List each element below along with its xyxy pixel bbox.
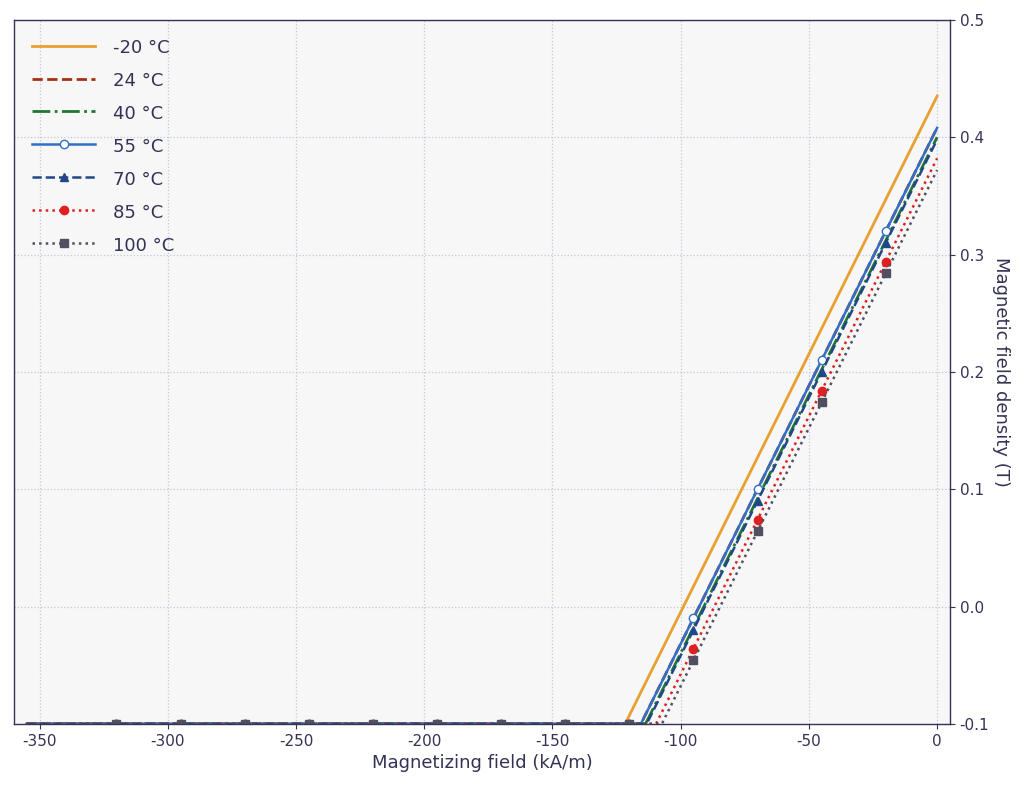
40 °C	[20, 719, 33, 729]
100 °C	[559, 719, 571, 729]
24 °C	[389, 719, 401, 729]
100 °C	[687, 656, 699, 665]
Y-axis label: Magnetic field density (T): Magnetic field density (T)	[992, 257, 1010, 487]
100 °C	[303, 719, 315, 729]
40 °C	[730, 536, 742, 545]
55 °C	[495, 719, 507, 729]
55 °C	[687, 613, 699, 623]
-20 °C	[730, 495, 742, 505]
40 °C	[931, 133, 943, 142]
85 °C	[174, 719, 186, 729]
Line: 85 °C: 85 °C	[113, 257, 890, 728]
70 °C	[880, 238, 892, 248]
55 °C	[303, 719, 315, 729]
70 °C	[174, 719, 186, 729]
100 °C	[495, 719, 507, 729]
85 °C	[367, 719, 379, 729]
100 °C	[880, 269, 892, 278]
70 °C	[815, 367, 827, 376]
70 °C	[624, 719, 636, 729]
-20 °C	[20, 719, 33, 729]
Line: 40 °C: 40 °C	[27, 138, 937, 724]
100 °C	[624, 719, 636, 729]
55 °C	[624, 719, 636, 729]
Line: 55 °C: 55 °C	[113, 227, 890, 728]
85 °C	[303, 719, 315, 729]
70 °C	[559, 719, 571, 729]
55 °C	[752, 484, 764, 494]
85 °C	[111, 719, 123, 729]
40 °C	[746, 503, 759, 512]
100 °C	[431, 719, 443, 729]
-20 °C	[422, 719, 434, 729]
100 °C	[239, 719, 251, 729]
55 °C	[431, 719, 443, 729]
70 °C	[752, 496, 764, 505]
70 °C	[239, 719, 251, 729]
70 °C	[367, 719, 379, 729]
55 °C	[815, 355, 827, 365]
-20 °C	[646, 666, 658, 675]
-20 °C	[931, 91, 943, 101]
70 °C	[111, 719, 123, 729]
-20 °C	[389, 719, 401, 729]
85 °C	[559, 719, 571, 729]
55 °C	[111, 719, 123, 729]
-20 °C	[114, 719, 126, 729]
85 °C	[239, 719, 251, 729]
85 °C	[752, 515, 764, 524]
70 °C	[687, 625, 699, 634]
70 °C	[303, 719, 315, 729]
85 °C	[624, 719, 636, 729]
Legend: -20 °C, 24 °C, 40 °C, 55 °C, 70 °C, 85 °C, 100 °C: -20 °C, 24 °C, 40 °C, 55 °C, 70 °C, 85 °…	[23, 29, 183, 263]
100 °C	[174, 719, 186, 729]
Line: 100 °C: 100 °C	[113, 269, 890, 728]
24 °C	[20, 719, 33, 729]
70 °C	[431, 719, 443, 729]
100 °C	[752, 527, 764, 536]
40 °C	[389, 719, 401, 729]
Line: 24 °C: 24 °C	[27, 128, 937, 724]
24 °C	[730, 527, 742, 536]
24 °C	[746, 494, 759, 503]
Line: 70 °C: 70 °C	[113, 239, 890, 728]
40 °C	[114, 719, 126, 729]
55 °C	[880, 226, 892, 236]
-20 °C	[746, 462, 759, 472]
100 °C	[815, 398, 827, 407]
100 °C	[111, 719, 123, 729]
X-axis label: Magnetizing field (kA/m): Magnetizing field (kA/m)	[372, 754, 592, 772]
70 °C	[495, 719, 507, 729]
55 °C	[559, 719, 571, 729]
Line: -20 °C: -20 °C	[27, 96, 937, 724]
85 °C	[815, 386, 827, 395]
24 °C	[646, 697, 658, 707]
85 °C	[431, 719, 443, 729]
100 °C	[367, 719, 379, 729]
85 °C	[687, 644, 699, 653]
85 °C	[495, 719, 507, 729]
24 °C	[422, 719, 434, 729]
40 °C	[422, 719, 434, 729]
85 °C	[880, 257, 892, 266]
40 °C	[646, 707, 658, 716]
55 °C	[174, 719, 186, 729]
55 °C	[239, 719, 251, 729]
24 °C	[931, 123, 943, 133]
24 °C	[114, 719, 126, 729]
55 °C	[367, 719, 379, 729]
